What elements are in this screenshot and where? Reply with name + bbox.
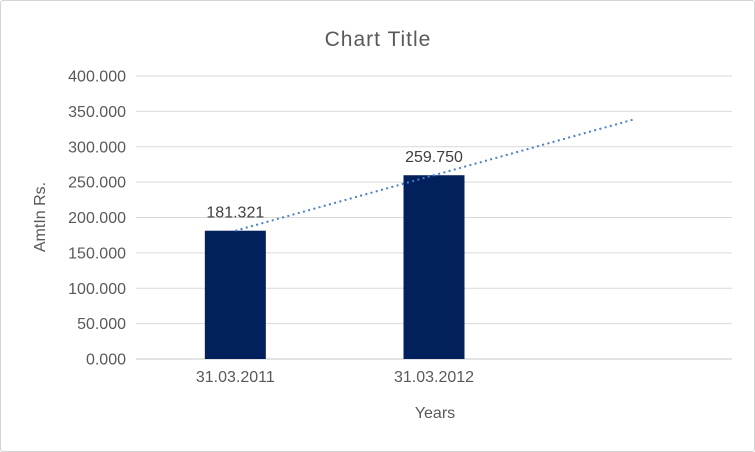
y-tick-label: 400.000 xyxy=(68,69,126,86)
y-tick-label: 150.000 xyxy=(68,245,126,262)
bar[interactable] xyxy=(204,230,266,359)
bar[interactable] xyxy=(403,175,465,359)
trendline[interactable] xyxy=(235,118,633,232)
y-tick-label: 300.000 xyxy=(68,139,126,156)
y-axis-title[interactable]: AmtIn Rs. xyxy=(32,182,49,252)
data-label: 181.321 xyxy=(206,205,264,222)
x-axis-title[interactable]: Years xyxy=(415,405,455,422)
y-tick-label: 50.000 xyxy=(77,316,126,333)
x-tick-label: 31.03.2012 xyxy=(394,369,474,386)
y-tick-label: 0.000 xyxy=(86,352,126,369)
y-tick-label: 100.000 xyxy=(68,281,126,298)
bar-series: 181.321 259.750 xyxy=(204,149,465,359)
y-tick-label: 200.000 xyxy=(68,210,126,227)
x-tick-label: 31.03.2011 xyxy=(196,369,275,386)
y-tick-label: 250.000 xyxy=(68,175,126,192)
y-tick-label: 350.000 xyxy=(68,104,126,121)
data-label: 259.750 xyxy=(405,149,463,166)
y-axis-tick-labels: 0.000 50.000 100.000 150.000 200.000 250.000 3… xyxy=(68,69,126,369)
chart-title[interactable]: Chart Title xyxy=(325,28,432,51)
trendline-series xyxy=(235,118,633,232)
x-axis-tick-labels: 31.03.2011 31.03.2012 xyxy=(196,369,474,386)
